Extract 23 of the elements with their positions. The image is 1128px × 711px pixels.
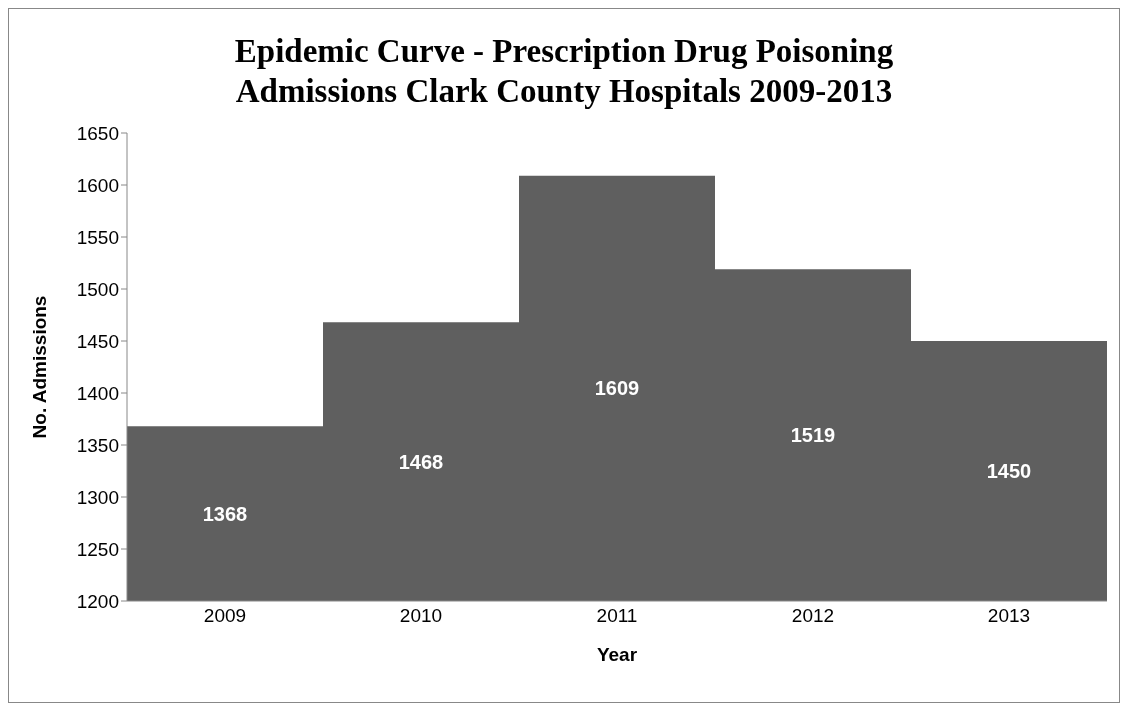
y-axis-title: No. Admissions	[28, 295, 50, 439]
x-tick-label: 2013	[987, 605, 1031, 627]
x-tick-label: 2011	[596, 605, 638, 627]
y-tick-label: 1600	[76, 174, 119, 196]
x-axis-title: Year	[596, 644, 638, 665]
data-label: 1450	[986, 460, 1032, 483]
y-tick-label: 1650	[76, 122, 119, 144]
y-tick-label: 1450	[76, 330, 119, 352]
x-tick-label: 2009	[203, 605, 247, 627]
data-label: 1468	[398, 450, 444, 473]
y-tick-label: 1500	[76, 278, 119, 300]
y-tick-label: 1400	[76, 382, 119, 404]
data-label: 1368	[202, 502, 248, 525]
x-tick-label: 2012	[791, 605, 835, 627]
y-tick-label: 1300	[76, 486, 119, 508]
y-tick-label: 1250	[76, 538, 119, 560]
x-tick-label: 2010	[399, 605, 443, 627]
y-tick-label: 1550	[76, 226, 119, 248]
y-tick-label: 1350	[76, 434, 119, 456]
y-tick-label: 1200	[76, 590, 119, 612]
chart-title: Epidemic Curve - Prescription Drug Poisoning Admissions Clark County Hospitals 2009-2013	[233, 32, 895, 111]
data-label: 1609	[594, 377, 640, 400]
data-label: 1519	[790, 424, 836, 447]
